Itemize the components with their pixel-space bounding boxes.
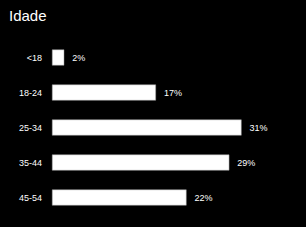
svg-text:2%: 2% [72, 53, 85, 63]
svg-text:45-54: 45-54 [19, 193, 42, 203]
svg-text:25-34: 25-34 [19, 123, 42, 133]
svg-text:<18: <18 [27, 53, 42, 63]
svg-text:17%: 17% [164, 88, 182, 98]
svg-text:31%: 31% [250, 123, 268, 133]
svg-text:22%: 22% [195, 193, 213, 203]
svg-text:18-24: 18-24 [19, 88, 42, 98]
svg-text:29%: 29% [237, 158, 255, 168]
svg-text:35-44: 35-44 [19, 158, 42, 168]
svg-text:Idade: Idade [9, 7, 47, 24]
